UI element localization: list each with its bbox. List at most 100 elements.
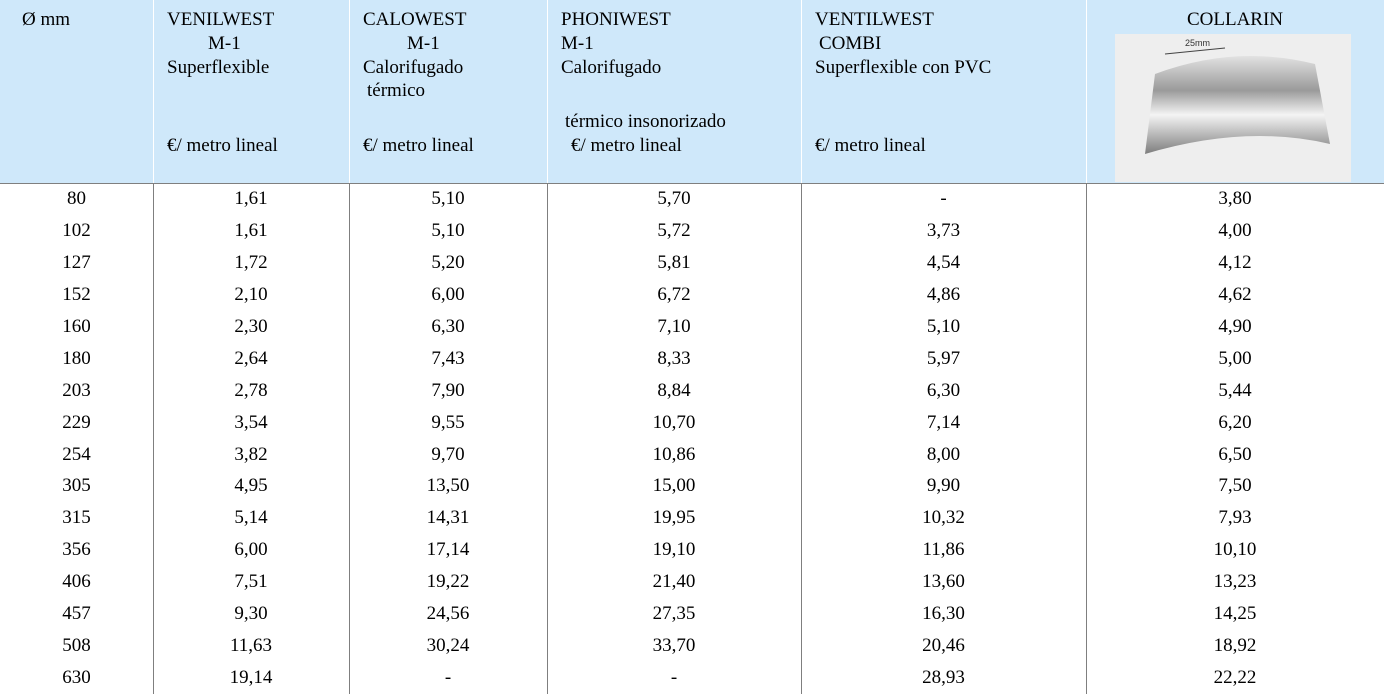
- table-cell: 4,62: [1086, 279, 1384, 311]
- table-cell: 28,93: [801, 662, 1086, 694]
- table-cell: 152: [0, 279, 153, 311]
- header-text: M-1: [208, 33, 241, 55]
- collar-image: 25mm: [1115, 34, 1351, 182]
- header-text: Calorifugado: [561, 57, 661, 79]
- table-cell: 14,31: [349, 502, 547, 534]
- table-cell: 5,97: [801, 343, 1086, 375]
- table-cell: 20,46: [801, 630, 1086, 662]
- table-cell: 3,80: [1086, 183, 1384, 215]
- table-cell: 11,86: [801, 534, 1086, 566]
- table-cell: 6,30: [349, 311, 547, 343]
- table-cell: 4,86: [801, 279, 1086, 311]
- table-cell: 9,30: [153, 598, 349, 630]
- header-divider: [349, 0, 350, 183]
- header-divider: [153, 0, 154, 183]
- table-cell: 3,73: [801, 215, 1086, 247]
- table-cell: 9,90: [801, 470, 1086, 502]
- table-cell: 5,10: [349, 215, 547, 247]
- table-cell: 8,33: [547, 343, 801, 375]
- header-text: Ø mm: [22, 9, 70, 31]
- header-text: Calorifugado: [363, 57, 463, 79]
- header-text: térmico: [367, 80, 425, 102]
- table-cell: 6,30: [801, 375, 1086, 407]
- table-cell: 21,40: [547, 566, 801, 598]
- table-cell: 7,50: [1086, 470, 1384, 502]
- table-cell: 4,00: [1086, 215, 1384, 247]
- table-cell: 630: [0, 662, 153, 694]
- table-cell: 13,50: [349, 470, 547, 502]
- header-text: COLLARIN: [1086, 9, 1384, 31]
- table-cell: 5,10: [801, 311, 1086, 343]
- table-cell: 10,10: [1086, 534, 1384, 566]
- table-cell: -: [547, 662, 801, 694]
- table-cell: 16,30: [801, 598, 1086, 630]
- table-cell: 3,54: [153, 407, 349, 439]
- table-cell: 4,12: [1086, 247, 1384, 279]
- table-cell: 7,90: [349, 375, 547, 407]
- header-divider: [801, 0, 802, 183]
- header-divider: [1086, 0, 1087, 183]
- table-cell: 305: [0, 470, 153, 502]
- table-cell: 315: [0, 502, 153, 534]
- table-cell: 6,00: [153, 534, 349, 566]
- table-cell: 102: [0, 215, 153, 247]
- table-cell: 180: [0, 343, 153, 375]
- table-cell: 4,54: [801, 247, 1086, 279]
- table-cell: 1,61: [153, 215, 349, 247]
- table-cell: 3,82: [153, 439, 349, 471]
- table-cell: 6,00: [349, 279, 547, 311]
- table-cell: -: [349, 662, 547, 694]
- table-cell: 5,70: [547, 183, 801, 215]
- header-text: €/ metro lineal: [363, 135, 474, 157]
- header-text: M-1: [561, 33, 594, 55]
- table-cell: 254: [0, 439, 153, 471]
- table-cell: 10,86: [547, 439, 801, 471]
- table-cell: 8,00: [801, 439, 1086, 471]
- table-cell: 15,00: [547, 470, 801, 502]
- table-cell: 7,10: [547, 311, 801, 343]
- header-text: €/ metro lineal: [571, 135, 682, 157]
- header-divider: [547, 0, 548, 183]
- table-cell: 27,35: [547, 598, 801, 630]
- table-cell: 13,23: [1086, 566, 1384, 598]
- table-cell: 7,14: [801, 407, 1086, 439]
- table-cell: 22,22: [1086, 662, 1384, 694]
- table-cell: 8,84: [547, 375, 801, 407]
- table-cell: 5,00: [1086, 343, 1384, 375]
- image-label: 25mm: [1185, 38, 1210, 48]
- header-text: térmico insonorizado: [565, 111, 726, 133]
- table-cell: 508: [0, 630, 153, 662]
- header-text: VENILWEST: [167, 9, 274, 31]
- header-text: COMBI: [819, 33, 881, 55]
- table-cell: 5,81: [547, 247, 801, 279]
- header-text: CALOWEST: [363, 9, 466, 31]
- table-cell: 127: [0, 247, 153, 279]
- table-cell: 4,90: [1086, 311, 1384, 343]
- table-cell: 4,95: [153, 470, 349, 502]
- header-text: €/ metro lineal: [815, 135, 926, 157]
- table-cell: 5,20: [349, 247, 547, 279]
- table-cell: 19,22: [349, 566, 547, 598]
- header-text: Superflexible: [167, 57, 269, 79]
- table-cell: 229: [0, 407, 153, 439]
- table-cell: 6,50: [1086, 439, 1384, 471]
- table-cell: 13,60: [801, 566, 1086, 598]
- price-table: 25mm Ø mmVENILWESTM-1Superflexible€/ met…: [0, 0, 1384, 694]
- table-cell: 9,70: [349, 439, 547, 471]
- table-cell: 24,56: [349, 598, 547, 630]
- table-cell: 5,10: [349, 183, 547, 215]
- header-text: Superflexible con PVC: [815, 57, 991, 79]
- table-cell: 203: [0, 375, 153, 407]
- table-cell: 19,14: [153, 662, 349, 694]
- table-cell: 7,51: [153, 566, 349, 598]
- table-cell: 19,10: [547, 534, 801, 566]
- table-cell: 2,64: [153, 343, 349, 375]
- table-cell: 33,70: [547, 630, 801, 662]
- table-cell: 2,30: [153, 311, 349, 343]
- table-cell: 10,70: [547, 407, 801, 439]
- table-cell: 80: [0, 183, 153, 215]
- table-cell: 9,55: [349, 407, 547, 439]
- table-cell: 30,24: [349, 630, 547, 662]
- header-text: VENTILWEST: [815, 9, 934, 31]
